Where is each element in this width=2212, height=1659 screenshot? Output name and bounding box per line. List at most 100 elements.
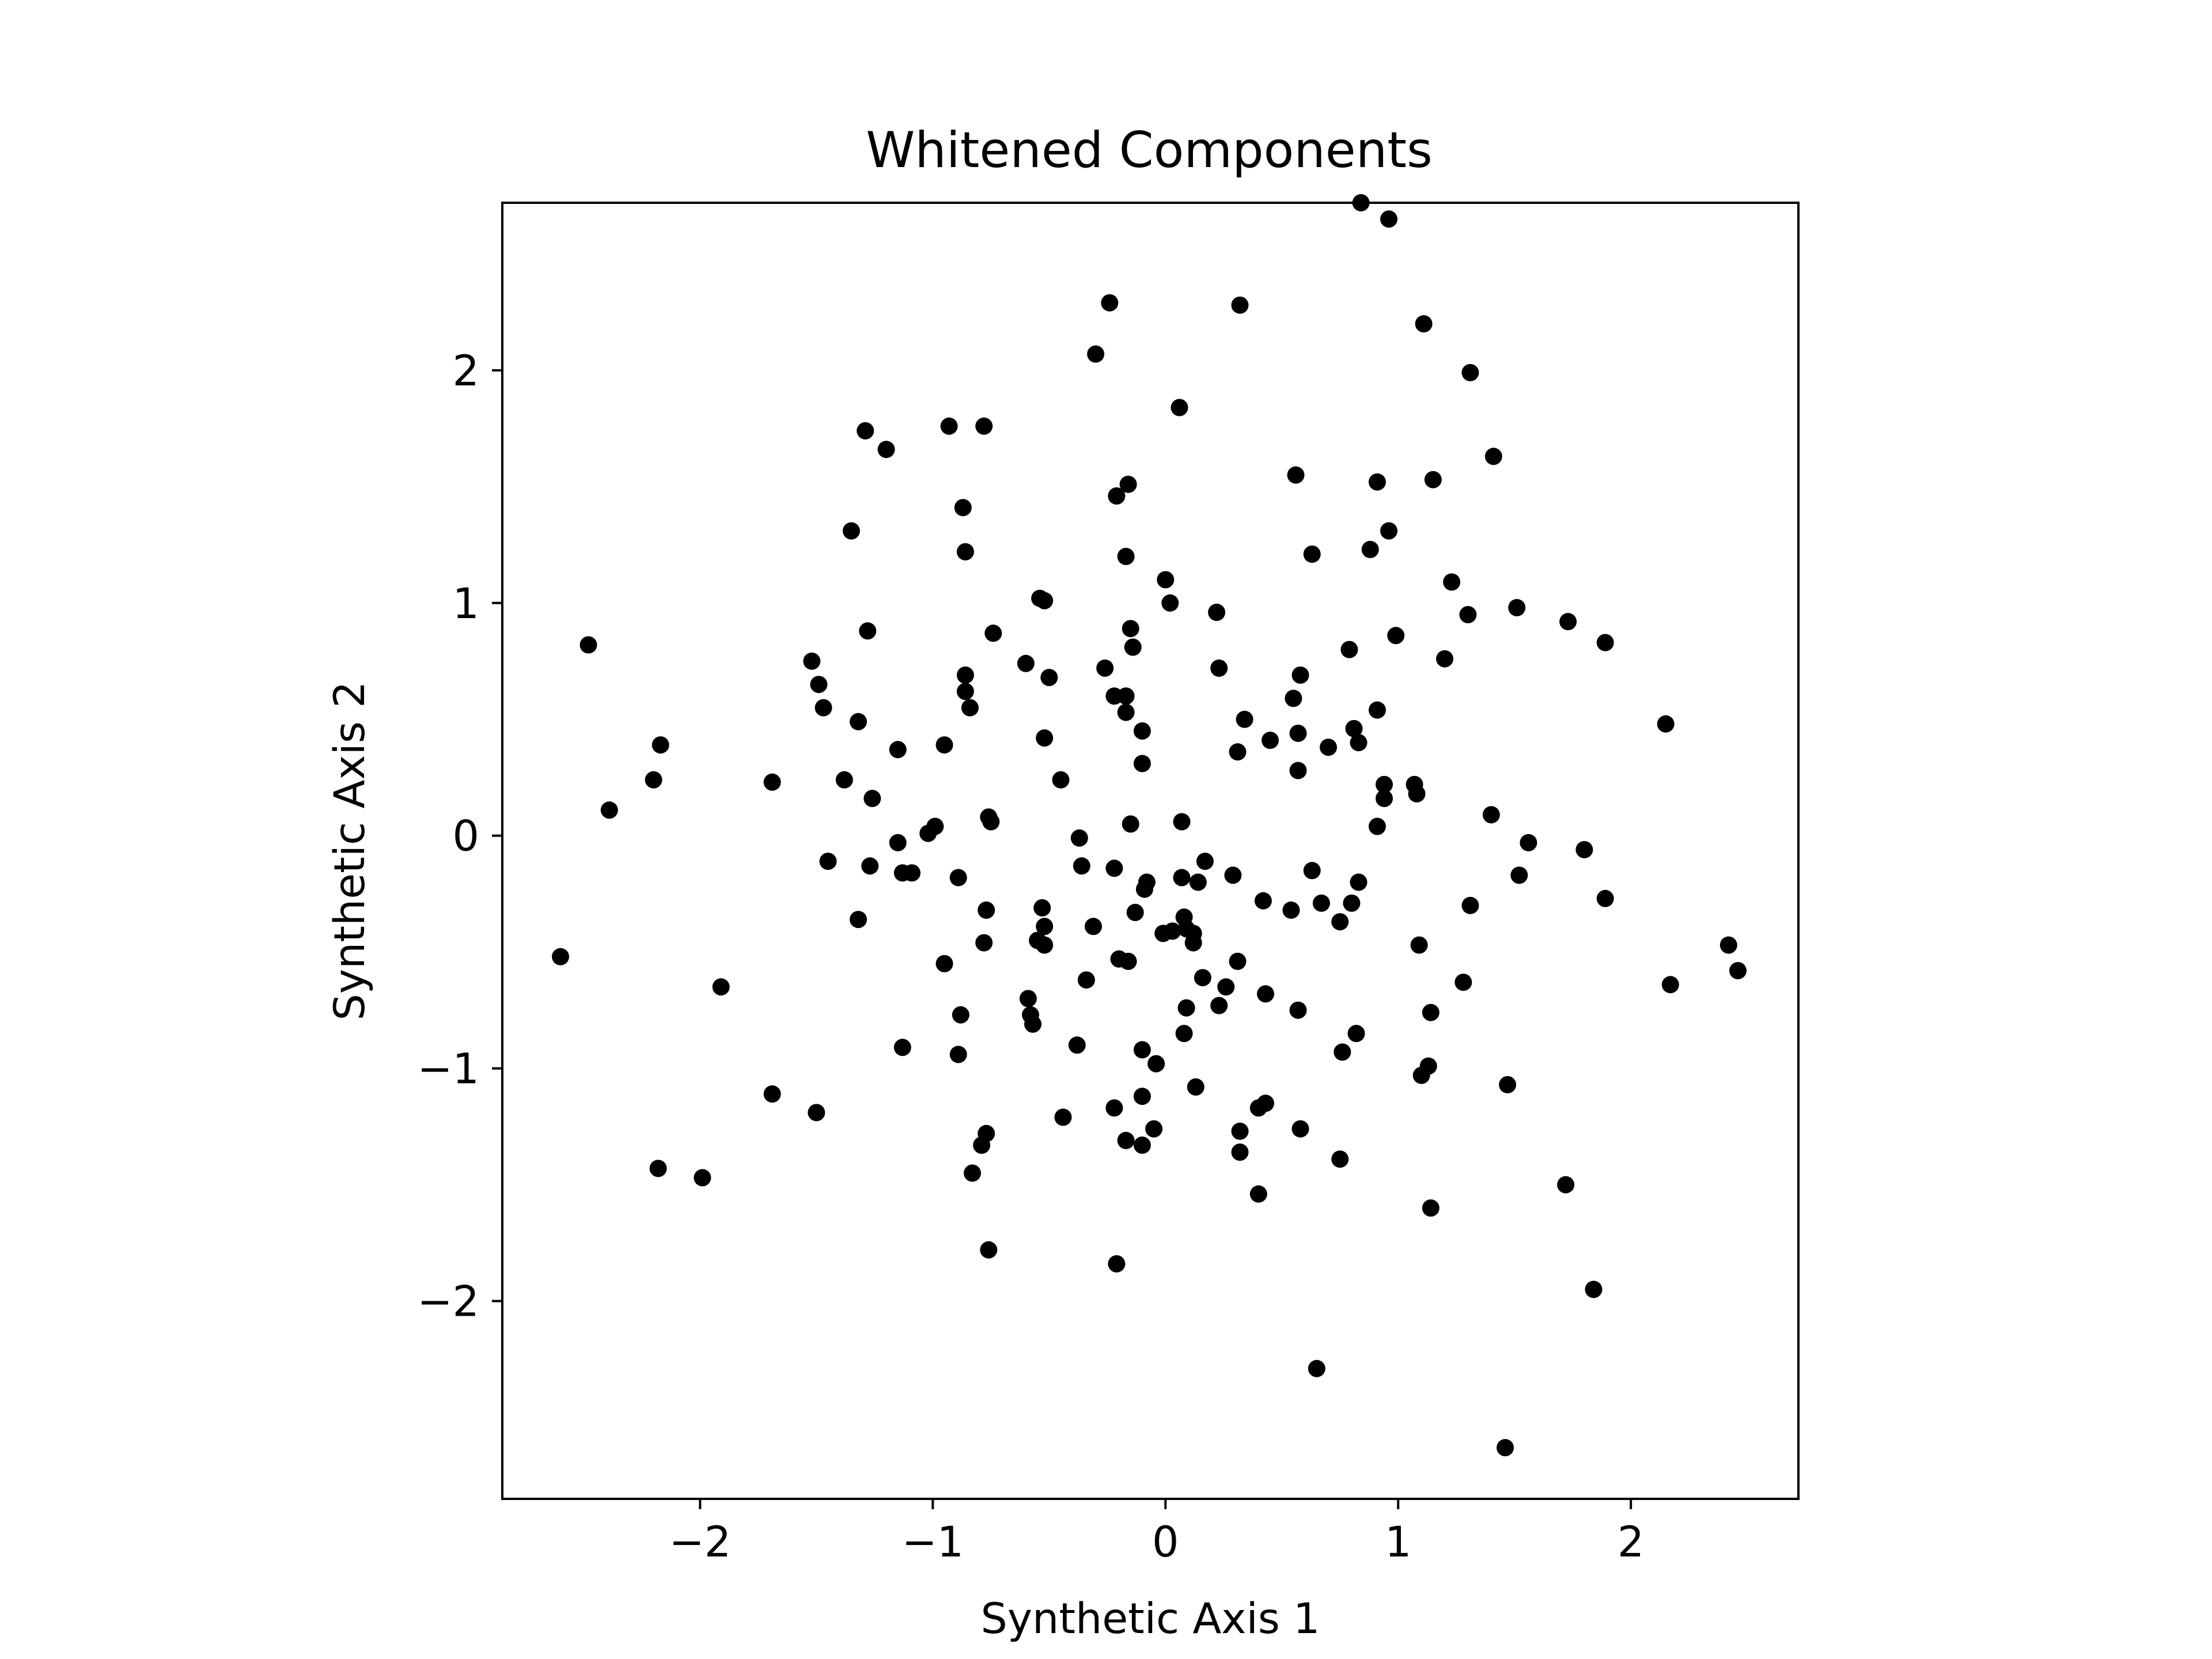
data-point — [1368, 473, 1386, 491]
data-point — [1122, 620, 1139, 638]
data-point — [1345, 719, 1363, 737]
data-point — [1424, 471, 1442, 488]
data-point — [1217, 978, 1235, 996]
data-point — [1289, 725, 1307, 742]
data-point — [552, 948, 569, 965]
data-point — [1303, 546, 1321, 563]
data-point — [1236, 710, 1253, 728]
data-point — [1262, 732, 1279, 749]
data-point — [1157, 571, 1175, 589]
data-point — [978, 902, 995, 919]
data-point — [961, 699, 979, 717]
data-point — [815, 699, 832, 717]
data-point — [1499, 1076, 1517, 1093]
data-point — [1189, 873, 1207, 891]
data-point — [1585, 1281, 1603, 1298]
data-point — [1387, 627, 1405, 645]
data-point — [1194, 969, 1211, 987]
data-point — [763, 773, 781, 791]
data-point — [903, 864, 921, 882]
data-point — [1312, 894, 1330, 912]
data-point — [694, 1169, 711, 1187]
data-point — [1361, 540, 1379, 558]
data-point — [1036, 729, 1054, 747]
data-point — [1484, 448, 1502, 465]
data-point — [949, 869, 967, 887]
data-point — [952, 1006, 969, 1024]
data-point — [1036, 936, 1054, 954]
data-point — [1101, 294, 1119, 312]
data-point — [954, 499, 972, 517]
data-point — [1108, 1255, 1126, 1272]
data-point — [1459, 606, 1477, 623]
data-point — [1422, 1199, 1440, 1217]
data-point — [1135, 880, 1153, 898]
data-point — [1231, 1122, 1249, 1140]
y-tick-label: −1 — [417, 1045, 479, 1094]
data-point — [1224, 866, 1242, 884]
data-point — [893, 1039, 911, 1056]
data-point — [1436, 650, 1453, 668]
data-point — [1133, 722, 1151, 740]
data-point — [1376, 775, 1393, 793]
y-axis-label: Synthetic Axis 2 — [325, 681, 374, 1021]
data-point — [1657, 715, 1675, 733]
data-point — [645, 771, 662, 789]
points-layer — [552, 194, 1747, 1457]
data-point — [1347, 1025, 1365, 1043]
data-point — [1036, 918, 1054, 935]
data-point — [857, 422, 874, 440]
data-point — [1105, 1099, 1123, 1117]
data-point — [1126, 904, 1144, 921]
data-point — [842, 522, 860, 540]
data-point — [889, 741, 907, 759]
data-point — [1147, 1055, 1165, 1073]
data-point — [1368, 817, 1386, 835]
data-point — [1033, 899, 1051, 916]
data-point — [980, 1241, 998, 1259]
data-point — [1729, 962, 1747, 979]
data-point — [1520, 834, 1537, 851]
data-point — [1331, 913, 1349, 931]
data-point — [1596, 634, 1614, 652]
data-point — [1303, 862, 1321, 880]
data-point — [1119, 475, 1137, 493]
data-point — [712, 978, 730, 996]
data-point — [1249, 1099, 1267, 1117]
data-point — [1208, 604, 1226, 621]
data-point — [889, 834, 907, 851]
data-point — [649, 1160, 667, 1177]
data-point — [1017, 654, 1035, 672]
data-point — [1285, 690, 1302, 707]
data-point — [975, 417, 993, 435]
data-point — [1410, 936, 1428, 954]
data-point — [1380, 210, 1397, 228]
data-point — [1196, 853, 1214, 870]
data-point — [956, 683, 974, 700]
data-point — [1122, 815, 1139, 833]
data-point — [1334, 1043, 1351, 1061]
data-point — [973, 1137, 991, 1154]
data-point — [1461, 363, 1479, 381]
data-point — [861, 857, 879, 875]
data-point — [859, 622, 877, 640]
data-point — [1320, 738, 1337, 756]
data-point — [1117, 703, 1135, 721]
data-point — [1443, 573, 1461, 591]
data-point — [1368, 701, 1386, 719]
x-tick-label: −1 — [902, 1518, 964, 1567]
data-point — [956, 666, 974, 684]
data-point — [982, 813, 1000, 831]
data-point — [1133, 1041, 1151, 1059]
data-point — [1249, 1185, 1267, 1203]
data-point — [1173, 869, 1191, 887]
data-point — [1229, 743, 1247, 761]
data-point — [1231, 1143, 1249, 1161]
y-tick-label: 0 — [453, 812, 479, 861]
data-point — [863, 790, 881, 808]
data-point — [819, 853, 837, 870]
data-point — [1119, 952, 1137, 970]
data-point — [1068, 1036, 1086, 1054]
data-point — [1161, 594, 1179, 612]
